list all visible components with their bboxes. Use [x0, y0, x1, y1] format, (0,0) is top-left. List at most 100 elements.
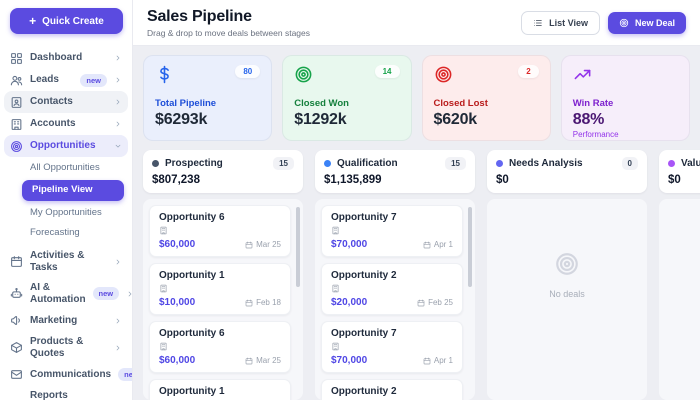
- list-view-button[interactable]: List View: [521, 10, 600, 35]
- sidebar-subitem-all-opportunities[interactable]: All Opportunities: [30, 162, 100, 173]
- deal-title: Opportunity 1: [159, 270, 225, 281]
- deal-date: Mar 25: [245, 356, 281, 365]
- stat-value: 88%: [572, 111, 605, 128]
- deal-date: Feb 25: [417, 298, 453, 307]
- pipeline-column-value-proposition: Value Proposition0 $0 No deals: [659, 150, 700, 400]
- new-deal-button[interactable]: New Deal: [607, 11, 686, 34]
- sidebar-item-leads[interactable]: Leads new: [0, 69, 132, 91]
- stat-card-top: 80: [155, 65, 261, 92]
- target-icon: [10, 140, 23, 153]
- sidebar-item-activities-tasks[interactable]: Activities & Tasks: [0, 246, 132, 278]
- deal-date: Apr 1: [423, 240, 453, 249]
- sidebar-item-accounts[interactable]: Accounts: [0, 113, 132, 135]
- sidebar-item-label: Reports & Analytics: [30, 389, 68, 400]
- column-body[interactable]: No deals: [659, 199, 700, 400]
- stat-card-top: 14: [294, 65, 400, 92]
- sidebar-item-dashboard[interactable]: Dashboard: [0, 47, 132, 69]
- sidebar-subitem-my-opportunities[interactable]: My Opportunities: [30, 206, 102, 218]
- stage-total: $807,238: [152, 174, 200, 186]
- deal-card[interactable]: Opportunity 7 $70,000 Apr 1: [321, 321, 463, 373]
- stat-label: Win Rate: [572, 98, 614, 109]
- stat-card-top: 2: [434, 65, 539, 92]
- stage-total: $1,135,899: [324, 174, 382, 186]
- sidebar-nav-lower: Activities & Tasks AI & Automation new Mark…: [0, 246, 132, 400]
- deal-title: Opportunity 1: [159, 386, 225, 397]
- list-view-label: List View: [549, 17, 588, 28]
- column-header: Prospecting 15 $807,238: [143, 150, 303, 193]
- stat-count-badge: 80: [235, 65, 261, 78]
- deal-footer: $20,000 Feb 25: [331, 297, 453, 308]
- stage-name: Prospecting: [165, 158, 223, 169]
- target-icon: [619, 18, 629, 28]
- plus-icon: +: [29, 14, 37, 28]
- new-badge: new: [92, 287, 120, 301]
- chevron-right-icon: [114, 98, 122, 106]
- ai-icon: [10, 287, 23, 300]
- deal-amount: $70,000: [331, 355, 368, 366]
- deal-amount: $60,000: [159, 355, 196, 366]
- column-header: Value Proposition0 $0: [659, 150, 700, 193]
- sidebar-item-contacts[interactable]: Contacts: [4, 91, 128, 113]
- stage-total: $0: [496, 174, 509, 186]
- column-title-row: Needs Analysis 0: [496, 157, 638, 170]
- pipeline-column-prospecting: Prospecting 15 $807,238 Opportunity 6 $60,00…: [143, 150, 303, 400]
- sidebar-item-label: Products & Quotes: [30, 335, 84, 359]
- deal-title: Opportunity 7: [331, 212, 397, 223]
- new-badge: new: [118, 368, 132, 382]
- deal-title: Opportunity 2: [331, 270, 397, 281]
- new-badge: new: [80, 73, 107, 87]
- deal-footer: $60,000 Mar 25: [159, 355, 281, 366]
- target-icon: [294, 65, 313, 84]
- column-title-row: Value Proposition0: [668, 157, 700, 170]
- sidebar-item-products-quotes[interactable]: Products & Quotes: [0, 332, 132, 364]
- chevron-right-icon: [114, 54, 122, 62]
- column-scrollbar[interactable]: [296, 207, 300, 287]
- deal-card[interactable]: Opportunity 6 $60,000 Mar 25: [149, 321, 291, 373]
- column-title-row: Qualification 15: [324, 157, 466, 170]
- column-body[interactable]: Opportunity 6 $60,000 Mar 25 Opportunity 1 $…: [143, 199, 303, 400]
- chevron-down-icon: [114, 142, 122, 150]
- calendar-icon: [245, 357, 253, 365]
- sidebar-subnav-opportunities: All Opportunities Pipeline View My Opportu…: [0, 158, 132, 244]
- deal-amount: $70,000: [331, 239, 368, 250]
- sidebar-item-ai-automation[interactable]: AI & Automation new: [0, 278, 132, 310]
- deal-amount: $10,000: [159, 297, 196, 308]
- sidebar-item-label: Opportunities: [30, 140, 96, 151]
- sidebar-item-reports-analytics[interactable]: Reports & Analyticsnew: [0, 386, 132, 400]
- empty-state-label: No deals: [549, 288, 585, 299]
- sidebar-item-communications[interactable]: Communications new: [0, 364, 132, 386]
- sidebar-subitem-pipeline-view[interactable]: Pipeline View: [22, 180, 124, 201]
- sidebar-item-label: Dashboard: [30, 52, 83, 63]
- building-icon: [331, 342, 453, 351]
- stat-value: $620k: [433, 111, 478, 128]
- communications-icon: [10, 368, 23, 381]
- column-scrollbar[interactable]: [468, 207, 472, 287]
- sidebar-subitem-forecasting[interactable]: Forecasting: [30, 227, 80, 239]
- stat-card-closed-lost: 2 Closed Lost $620k: [421, 55, 551, 141]
- target-icon: [434, 65, 453, 84]
- stat-count-badge: 2: [518, 65, 539, 78]
- quick-create-button[interactable]: + Quick Create: [10, 8, 123, 34]
- activities-icon: [10, 255, 23, 268]
- building-icon: [331, 226, 453, 235]
- column-empty-state: No deals: [659, 199, 700, 375]
- building-icon: [159, 284, 281, 293]
- calendar-icon: [423, 241, 431, 249]
- deal-date: Apr 1: [423, 356, 453, 365]
- pipeline-column-qualification: Qualification 15 $1,135,899 Opportunity 7 $7…: [315, 150, 475, 400]
- column-body[interactable]: Opportunity 7 $70,000 Apr 1 Opportunity 2 $2…: [315, 199, 475, 400]
- dashboard-icon: [10, 52, 23, 65]
- sidebar-item-marketing[interactable]: Marketing: [0, 310, 132, 332]
- deal-card[interactable]: Opportunity 6 $60,000 Mar 25: [149, 205, 291, 257]
- stage-count-badge: 15: [273, 157, 294, 170]
- sidebar-item-opportunities[interactable]: Opportunities: [4, 135, 128, 157]
- deal-title: Opportunity 6: [159, 328, 225, 339]
- column-header: Qualification 15 $1,135,899: [315, 150, 475, 193]
- deal-card[interactable]: Opportunity 7 $70,000 Apr 1: [321, 205, 463, 257]
- column-body[interactable]: No deals: [487, 199, 647, 400]
- contacts-icon: [10, 96, 23, 109]
